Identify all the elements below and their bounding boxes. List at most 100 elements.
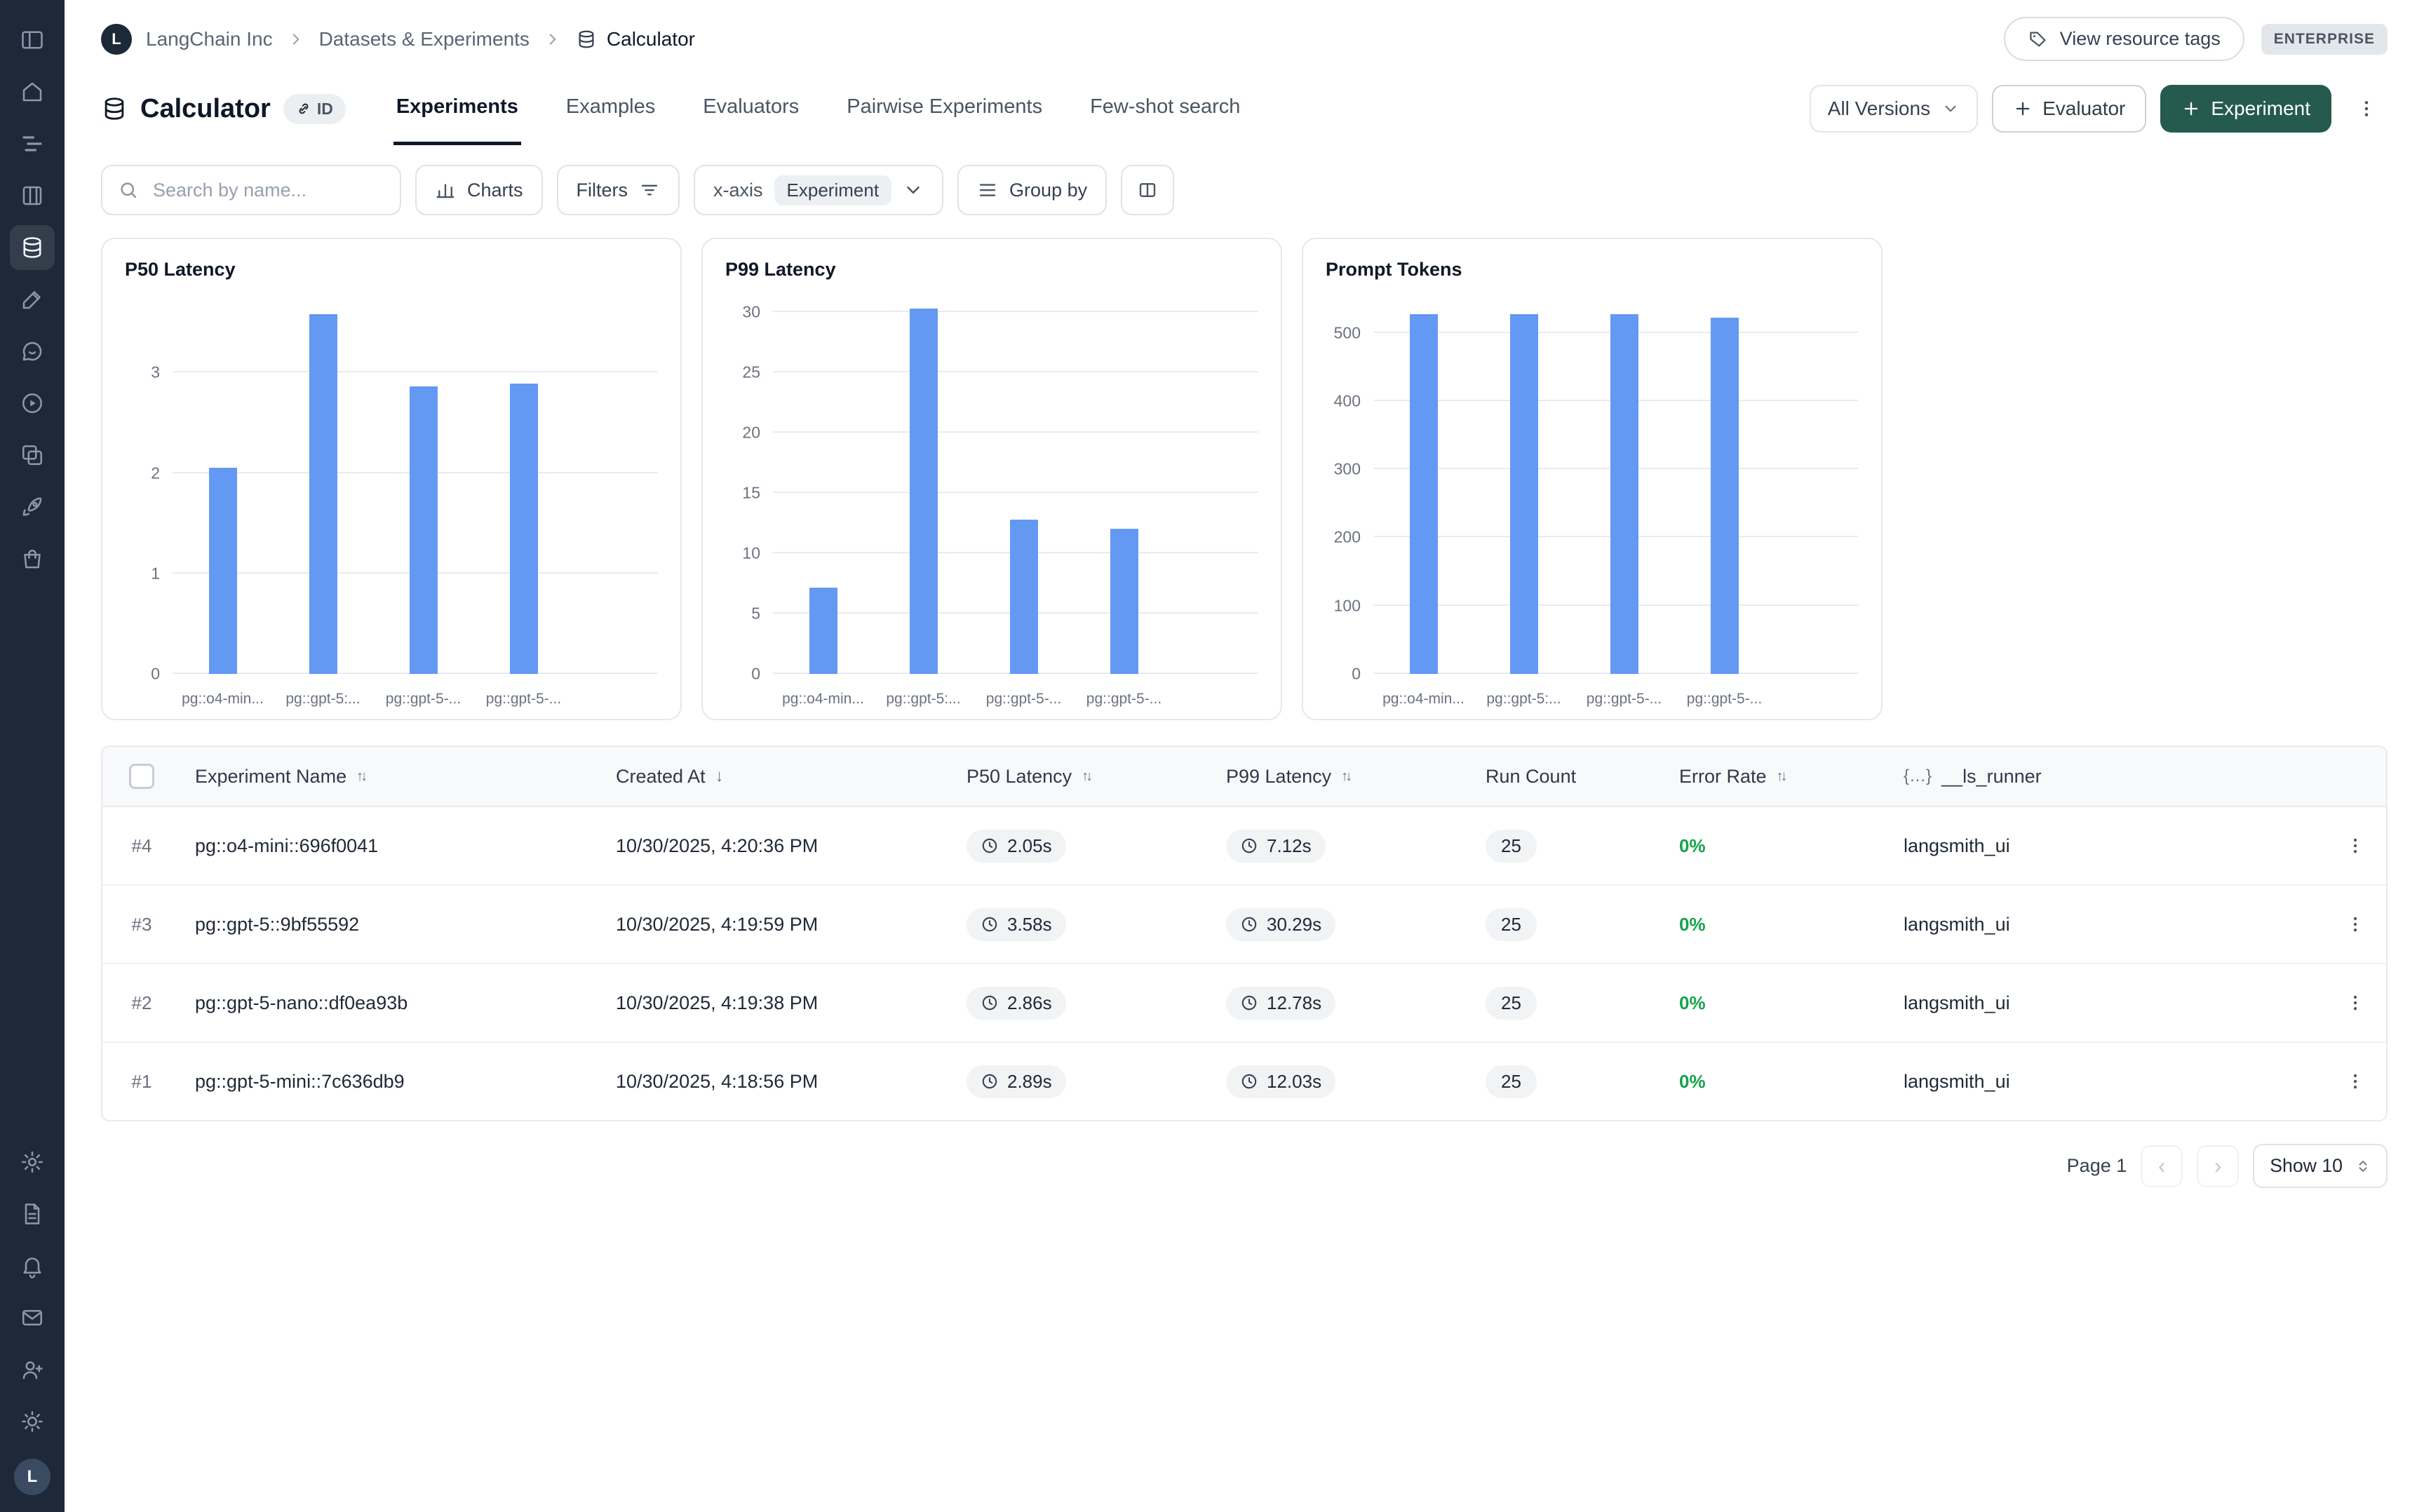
column-header-error-rate[interactable]: Error Rate ↑↓ <box>1665 766 1890 788</box>
chart-bar[interactable] <box>1110 528 1138 674</box>
table-row[interactable]: #1 pg::gpt-5-mini::7c636db9 10/30/2025, … <box>102 1043 2386 1120</box>
sidebar-toggle-icon[interactable] <box>10 18 55 62</box>
versions-dropdown[interactable]: All Versions <box>1809 85 1979 133</box>
chart-y-tick-label: 1 <box>151 564 160 583</box>
view-resource-tags-button[interactable]: View resource tags <box>2003 17 2244 61</box>
column-header-p50-latency[interactable]: P50 Latency ↑↓ <box>952 766 1212 788</box>
hub-icon[interactable] <box>10 536 55 581</box>
chart-y-tick-label: 400 <box>1333 391 1361 410</box>
tab-examples[interactable]: Examples <box>565 95 656 118</box>
tab-pairwise-experiments[interactable]: Pairwise Experiments <box>847 95 1043 118</box>
theme-toggle-icon[interactable] <box>10 1399 55 1444</box>
error-rate-value: 0% <box>1679 835 1706 856</box>
column-header-created-at[interactable]: Created At ↓ <box>602 766 952 788</box>
notifications-bell-icon[interactable] <box>10 1243 55 1288</box>
experiment-name-link[interactable]: pg::gpt-5-mini::7c636db9 <box>195 1070 405 1092</box>
column-header-run-count[interactable]: Run Count <box>1472 766 1665 788</box>
row-index[interactable]: #3 <box>131 913 152 935</box>
row-index[interactable]: #1 <box>131 1070 152 1092</box>
chart-bar[interactable] <box>1610 314 1638 674</box>
playground-icon[interactable] <box>10 381 55 426</box>
chart-bar[interactable] <box>909 308 938 674</box>
add-experiment-button[interactable]: Experiment <box>2160 85 2331 133</box>
chart-bar[interactable] <box>208 468 237 674</box>
group-by-button[interactable]: Group by <box>957 165 1107 215</box>
header-more-menu-button[interactable] <box>2345 88 2388 130</box>
table-row[interactable]: #3 pg::gpt-5::9bf55592 10/30/2025, 4:19:… <box>102 886 2386 964</box>
tab-experiments[interactable]: Experiments <box>393 72 521 145</box>
chart-bar[interactable] <box>1009 520 1038 674</box>
row-menu-button[interactable] <box>2336 983 2374 1022</box>
row-menu-button[interactable] <box>2336 1062 2374 1101</box>
chart-y-tick-label: 0 <box>1352 664 1361 683</box>
row-menu-button[interactable] <box>2336 826 2374 865</box>
clock-icon <box>982 995 997 1011</box>
chart-y-tick-label: 15 <box>742 483 760 502</box>
breadcrumb-org[interactable]: LangChain Inc <box>146 27 273 50</box>
next-page-button[interactable]: › <box>2197 1145 2240 1187</box>
tab-evaluators[interactable]: Evaluators <box>703 95 800 118</box>
chart-y-tick-label: 30 <box>742 302 760 321</box>
annotation-queues-icon[interactable] <box>10 277 55 322</box>
chart-y-tick-label: 300 <box>1333 459 1361 478</box>
filters-button[interactable]: Filters <box>556 165 680 215</box>
sort-icon[interactable]: ↑↓ <box>1082 768 1093 784</box>
chart-bar[interactable] <box>409 386 438 674</box>
sort-icon[interactable]: ↑↓ <box>1341 768 1352 784</box>
chart-bar[interactable] <box>809 588 837 674</box>
deployments-rocket-icon[interactable] <box>10 485 55 529</box>
row-menu-button[interactable] <box>2336 905 2374 944</box>
experiment-name-link[interactable]: pg::o4-mini::696f0041 <box>195 835 379 856</box>
org-avatar[interactable]: L <box>101 23 132 55</box>
chart-bar[interactable] <box>509 384 538 674</box>
select-all-checkbox[interactable] <box>129 764 154 789</box>
table-row[interactable]: #4 pg::o4-mini::696f0041 10/30/2025, 4:2… <box>102 807 2386 886</box>
tab-few-shot-search[interactable]: Few-shot search <box>1090 95 1241 118</box>
sort-desc-icon[interactable]: ↓ <box>715 767 724 785</box>
breadcrumb-section[interactable]: Datasets & Experiments <box>318 27 530 50</box>
sidebar-bottom-icons: L <box>10 1136 55 1495</box>
projects-icon[interactable] <box>10 173 55 218</box>
home-icon[interactable] <box>10 69 55 114</box>
prev-page-button[interactable]: ‹ <box>2141 1145 2183 1187</box>
docs-icon[interactable] <box>10 1192 55 1236</box>
chart-gridline <box>173 371 658 373</box>
column-label: Run Count <box>1486 765 1577 787</box>
row-index[interactable]: #4 <box>131 835 152 856</box>
chart-y-tick-label: 0 <box>751 664 760 683</box>
tracing-projects-icon[interactable] <box>10 121 55 166</box>
chat-icon[interactable] <box>10 329 55 374</box>
tag-icon <box>2029 32 2046 46</box>
dashboards-icon[interactable] <box>10 433 55 478</box>
id-chip[interactable]: ID <box>283 93 346 124</box>
chart-y-axis: 0 1 2 3 <box>125 297 173 682</box>
sort-icon[interactable]: ↑↓ <box>356 768 368 784</box>
chart-bar[interactable] <box>1710 318 1739 674</box>
charts-row: P50 Latency 0 1 2 3 pg::o4-min... pg::gpt-5:… <box>65 229 2424 734</box>
column-header-ls-runner[interactable]: {…} __ls_runner <box>1890 766 2324 788</box>
table-row[interactable]: #2 pg::gpt-5-nano::df0ea93b 10/30/2025, … <box>102 964 2386 1043</box>
experiment-name-link[interactable]: pg::gpt-5::9bf55592 <box>195 913 360 935</box>
x-axis-value-chip: Experiment <box>774 175 892 205</box>
chart-bar[interactable] <box>1509 314 1538 674</box>
invite-user-icon[interactable] <box>10 1347 55 1392</box>
chart-bar[interactable] <box>309 314 337 674</box>
x-axis-select[interactable]: x-axis Experiment <box>694 165 944 215</box>
columns-view-button[interactable] <box>1121 165 1175 215</box>
mail-icon[interactable] <box>10 1295 55 1340</box>
experiment-name-link[interactable]: pg::gpt-5-nano::df0ea93b <box>195 992 408 1013</box>
search-input[interactable] <box>150 177 384 203</box>
settings-gear-icon[interactable] <box>10 1140 55 1184</box>
charts-button[interactable]: Charts <box>415 165 543 215</box>
column-header-p99-latency[interactable]: P99 Latency ↑↓ <box>1212 766 1472 788</box>
datasets-icon[interactable] <box>10 225 55 270</box>
add-evaluator-button[interactable]: Evaluator <box>1992 85 2147 133</box>
sort-icon[interactable]: ↑↓ <box>1776 768 1788 784</box>
page-size-select[interactable]: Show 10 <box>2253 1144 2388 1188</box>
user-avatar[interactable]: L <box>14 1459 50 1495</box>
chart-bar[interactable] <box>1409 314 1438 674</box>
chart-x-tick-label: pg::gpt-5:... <box>886 691 961 707</box>
top-bar: L LangChain Inc Datasets & Experiments C… <box>65 0 2424 72</box>
column-header-experiment-name[interactable]: Experiment Name ↑↓ <box>181 766 602 788</box>
row-index[interactable]: #2 <box>131 992 152 1013</box>
